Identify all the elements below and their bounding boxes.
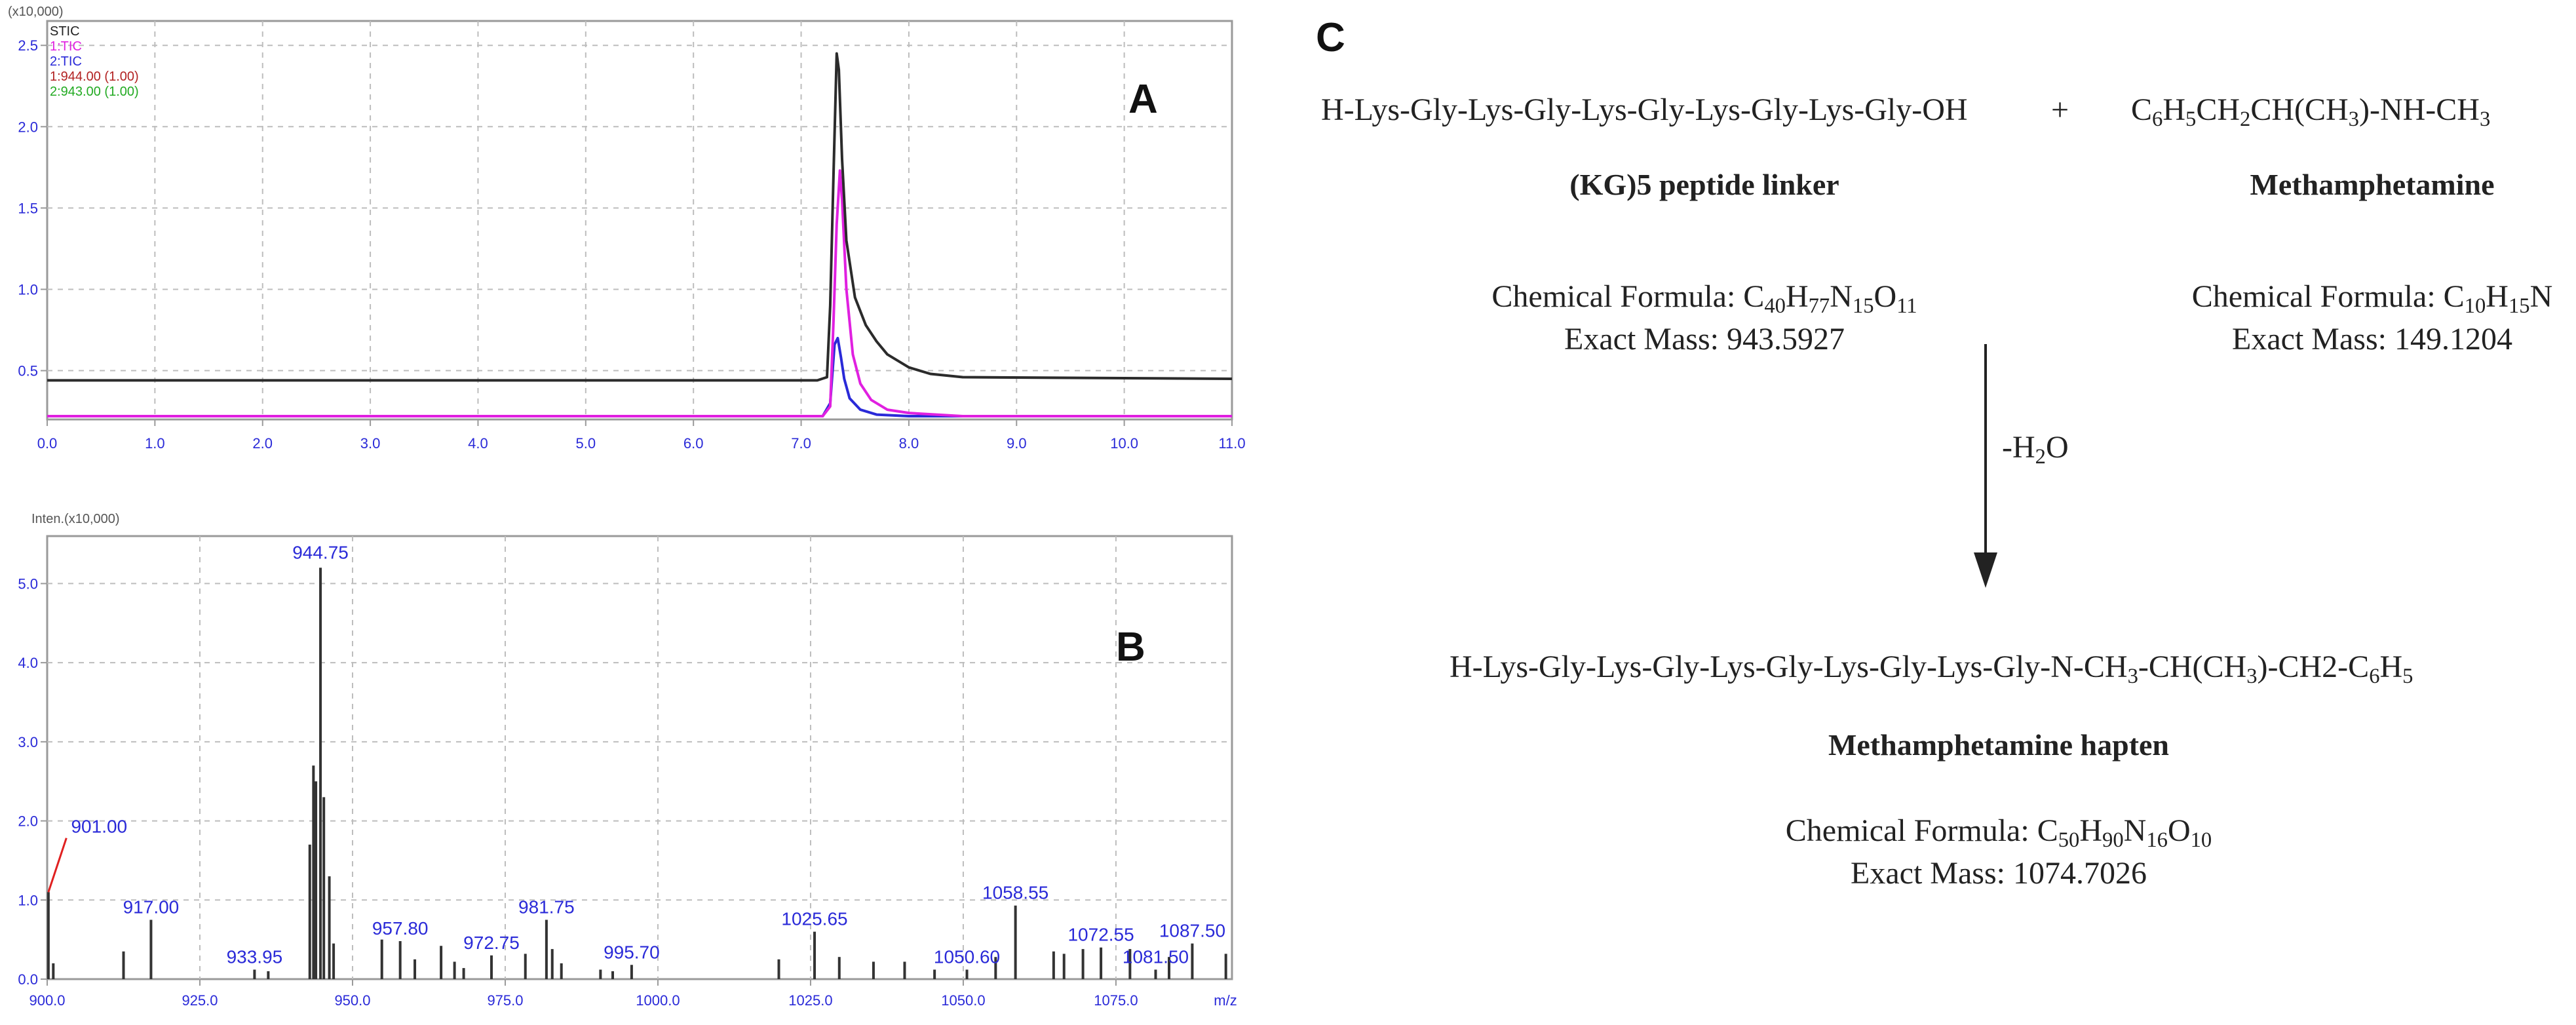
legend-entry: 2:TIC: [50, 54, 82, 69]
peak-label: 972.75: [463, 933, 520, 953]
panel-label-a: A: [1128, 77, 1158, 122]
x-tick-label: 1.0: [145, 435, 165, 452]
x-tick-label: 6.0: [683, 435, 704, 452]
peak-label: 901.00: [71, 817, 127, 837]
panel-label-b: B: [1116, 625, 1145, 670]
y-tick-label: 4.0: [18, 655, 38, 671]
peak-label: 917.00: [123, 897, 180, 917]
x-tick-label: 975.0: [487, 992, 523, 1009]
x-tick-label: 5.0: [576, 435, 596, 452]
peak-label: 995.70: [604, 942, 660, 962]
x-tick-label: 8.0: [899, 435, 919, 452]
y-tick-label: 3.0: [18, 734, 38, 750]
panel-label-c: C: [1316, 15, 1345, 60]
peak-label: 957.80: [372, 918, 429, 938]
methamphetamine-formula: C6H5CH2CH(CH3)-NH-CH3: [2131, 92, 2491, 132]
y-tick-label: 0.5: [18, 363, 38, 379]
peak-label: 1072.55: [1067, 925, 1134, 945]
peak-label: 1087.50: [1159, 921, 1225, 941]
peptide-exact-mass: Exact Mass: 943.5927: [1564, 322, 1845, 357]
peptide-linker-formula: H-Lys-Gly-Lys-Gly-Lys-Gly-Lys-Gly-Lys-Gl…: [1321, 92, 1968, 127]
x-tick-label: 7.0: [791, 435, 811, 452]
legend-entry: 2:943.00 (1.00): [50, 85, 139, 99]
methamphetamine-name: Methamphetamine: [2250, 168, 2495, 201]
legend-entry: 1:944.00 (1.00): [50, 69, 139, 84]
chromatogram-panel: 0.0 1.0 2.0 3.0 4.0 5.0 6.0 7.0 8.0 9.0 10.0 11.0 0.…: [0, 0, 1304, 485]
y-tick-label: 2.0: [18, 813, 38, 830]
methamphetamine-exact-mass: Exact Mass: 149.1204: [2232, 322, 2512, 357]
peak-label: 981.75: [518, 897, 575, 917]
x-tick-label: 1025.0: [788, 992, 832, 1009]
x-tick-label: 10.0: [1110, 435, 1138, 452]
x-tick-label: 925.0: [182, 992, 218, 1009]
reaction-arrow: [1974, 344, 1997, 588]
x-tick-label: 1050.0: [941, 992, 985, 1009]
y-tick-label: 1.0: [18, 892, 38, 908]
x-tick-label: 1075.0: [1094, 992, 1138, 1009]
mass-spectrum-chart: 900.0 925.0 950.0 975.0 1000.0 1025.0 1050.0 10…: [18, 512, 1237, 1009]
x-tick-label: 950.0: [334, 992, 370, 1009]
peak-label: 933.95: [227, 947, 283, 967]
peak-label: 944.75: [292, 542, 349, 562]
y-tick-label: 1.0: [18, 281, 38, 298]
x-tick-label: 2.0: [252, 435, 273, 452]
x-tick-label: 9.0: [1007, 435, 1027, 452]
x-tick-label: 1000.0: [636, 992, 680, 1009]
peptide-chemical-formula: Chemical Formula: C40H77N15O11: [1491, 279, 1917, 319]
series-line-stic: [47, 52, 1233, 382]
peak-label-leader: [47, 838, 67, 893]
peak-label: 1050.60: [934, 947, 1000, 967]
water-loss-label: -H2O: [2002, 430, 2069, 469]
x-unit-label: m/z: [1214, 992, 1237, 1009]
legend-entry: 1:TIC: [50, 39, 82, 54]
chromatogram-chart: 0.0 1.0 2.0 3.0 4.0 5.0 6.0 7.0 8.0 9.0 10.0 11.0 0.…: [8, 5, 1246, 452]
plus-sign: +: [2051, 92, 2069, 127]
y-tick-label: 2.5: [18, 37, 38, 54]
series-line-1-tic: [47, 169, 1232, 417]
x-tick-label: 3.0: [360, 435, 381, 452]
y-tick-label: 0.0: [18, 971, 38, 988]
x-tick-label: 0.0: [37, 435, 58, 452]
x-tick-label: 900.0: [29, 992, 65, 1009]
y-tick-label: 2.0: [18, 119, 38, 135]
hapten-name: Methamphetamine hapten: [1828, 728, 2170, 762]
peak-label: 1025.65: [781, 909, 847, 929]
mass-spectrum-panel: 900.0 925.0 950.0 975.0 1000.0 1025.0 1050.0 10…: [0, 498, 1304, 1025]
peak-label: 1058.55: [982, 883, 1048, 903]
plot-frame: [46, 535, 1233, 980]
x-tick-label: 4.0: [468, 435, 488, 452]
y-multiplier-label: Inten.(x10,000): [31, 512, 120, 526]
methamphetamine-chemical-formula: Chemical Formula: C10H15N: [2191, 279, 2553, 319]
y-tick-label: 5.0: [18, 575, 38, 592]
plot-frame: [46, 20, 1233, 421]
peptide-linker-name: (KG)5 peptide linker: [1569, 168, 1839, 201]
reaction-scheme: C H-Lys-Gly-Lys-Gly-Lys-Gly-Lys-Gly-Lys-…: [1304, 0, 2576, 1025]
y-multiplier-label: (x10,000): [8, 5, 64, 19]
hapten-formula: H-Lys-Gly-Lys-Gly-Lys-Gly-Lys-Gly-Lys-Gl…: [1450, 649, 2413, 689]
x-tick-label: 11.0: [1218, 435, 1245, 452]
hapten-exact-mass: Exact Mass: 1074.7026: [1851, 856, 2147, 891]
y-tick-label: 1.5: [18, 200, 38, 216]
peak-label: 1081.50: [1123, 947, 1189, 967]
hapten-chemical-formula: Chemical Formula: C50H90N16O10: [1785, 813, 2212, 853]
legend-entry: STIC: [50, 24, 80, 39]
